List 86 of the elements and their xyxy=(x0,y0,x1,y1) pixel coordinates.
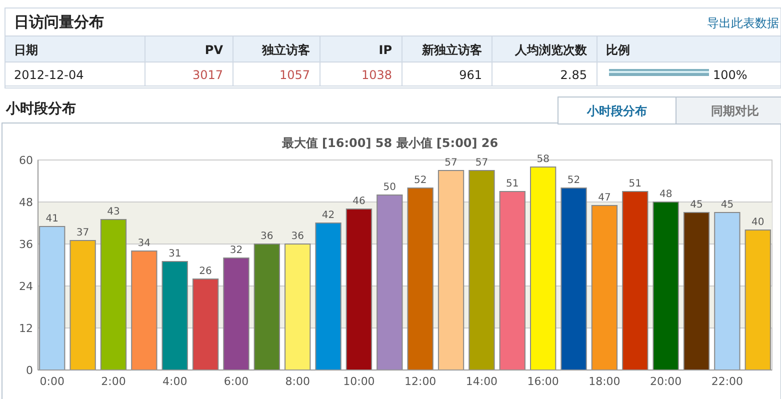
data-label: 52 xyxy=(414,175,427,186)
y-tick-label: 24 xyxy=(19,280,33,293)
text: 日访问量分布 xyxy=(14,13,104,31)
text: 小时段分布 xyxy=(586,104,647,118)
text: 1038 xyxy=(361,68,392,82)
x-tick-label: 8:00 xyxy=(285,375,310,388)
data-label: 51 xyxy=(506,178,519,190)
x-tick-label: 14:00 xyxy=(466,375,498,388)
text: 2.85 xyxy=(560,68,587,82)
bar xyxy=(683,212,710,370)
data-label: 45 xyxy=(690,200,703,210)
bar xyxy=(162,261,188,370)
text: 1057 xyxy=(279,68,310,82)
bar xyxy=(407,188,434,370)
bar xyxy=(499,191,526,370)
text: 同期对比 xyxy=(711,104,759,118)
text: 比例 xyxy=(606,43,630,57)
data-label: 51 xyxy=(628,178,642,190)
x-tick-label: 10:00 xyxy=(343,375,375,388)
text: IP xyxy=(378,43,392,57)
bar xyxy=(192,278,219,370)
chart-subtitle: 最大值 [16:00] 58 最小值 [5:00] 26 xyxy=(280,136,498,150)
bar xyxy=(376,194,403,370)
x-tick-label: 4:00 xyxy=(162,375,188,388)
x-tick-label: 6:00 xyxy=(224,375,249,388)
data-label: 45 xyxy=(720,200,734,210)
bar xyxy=(346,208,372,370)
text: 961 xyxy=(459,68,482,82)
x-tick-label: 12:00 xyxy=(404,375,436,388)
data-label: 47 xyxy=(598,192,611,204)
data-label: 31 xyxy=(168,248,182,260)
data-label: 42 xyxy=(322,210,335,221)
x-tick-label: 22:00 xyxy=(711,375,744,388)
data-label: 40 xyxy=(752,217,764,228)
data-label: 57 xyxy=(444,158,458,168)
x-tick-label: 20:00 xyxy=(650,375,682,388)
bar xyxy=(744,230,771,370)
bar xyxy=(530,166,556,370)
data-label: 34 xyxy=(138,238,151,249)
bar xyxy=(591,205,618,370)
bar xyxy=(223,258,250,370)
y-tick-label: 0 xyxy=(26,364,33,377)
bar xyxy=(622,191,648,370)
text: 导出此表数据 xyxy=(707,16,779,30)
text: 独立访客 xyxy=(261,43,310,57)
x-tick-label: 2:00 xyxy=(101,375,126,388)
data-label: 32 xyxy=(230,245,243,256)
y-tick-label: 60 xyxy=(19,154,33,167)
bar xyxy=(131,250,158,370)
text: 新独立访客 xyxy=(421,43,482,57)
data-label: 48 xyxy=(659,189,672,200)
bar xyxy=(468,170,495,370)
bar xyxy=(714,212,740,370)
x-tick-label: 18:00 xyxy=(588,375,620,388)
bar xyxy=(39,226,66,370)
data-label: 46 xyxy=(352,196,366,207)
data-label: 50 xyxy=(383,182,396,193)
bar xyxy=(438,170,464,370)
data-label: 57 xyxy=(475,158,488,168)
x-tick-label: 16:00 xyxy=(527,375,559,388)
text: 日期 xyxy=(14,43,38,57)
data-label: 41 xyxy=(46,214,58,224)
bar xyxy=(70,240,96,370)
y-tick-label: 36 xyxy=(19,238,33,251)
bar xyxy=(284,244,311,370)
text: PV xyxy=(204,43,224,57)
data-label: 52 xyxy=(567,175,580,186)
bar xyxy=(560,188,587,370)
text: 人均浏览次数 xyxy=(514,43,588,57)
bar xyxy=(254,244,280,370)
chart-title: 小时段分布 xyxy=(5,101,76,117)
data-label: 26 xyxy=(199,266,212,277)
x-tick-label: 0:00 xyxy=(40,375,64,388)
text: 2012-12-04 xyxy=(14,68,84,82)
y-tick-label: 48 xyxy=(19,196,33,209)
bar xyxy=(315,222,342,370)
data-label: 36 xyxy=(291,231,304,242)
data-label: 36 xyxy=(260,231,274,242)
data-label: 58 xyxy=(536,154,550,165)
text: 3017 xyxy=(192,68,223,82)
text: 100% xyxy=(713,68,748,82)
data-label: 37 xyxy=(76,228,90,238)
bar xyxy=(652,202,679,370)
data-label: 43 xyxy=(107,206,120,218)
bar xyxy=(100,219,127,370)
y-tick-label: 12 xyxy=(19,322,33,335)
